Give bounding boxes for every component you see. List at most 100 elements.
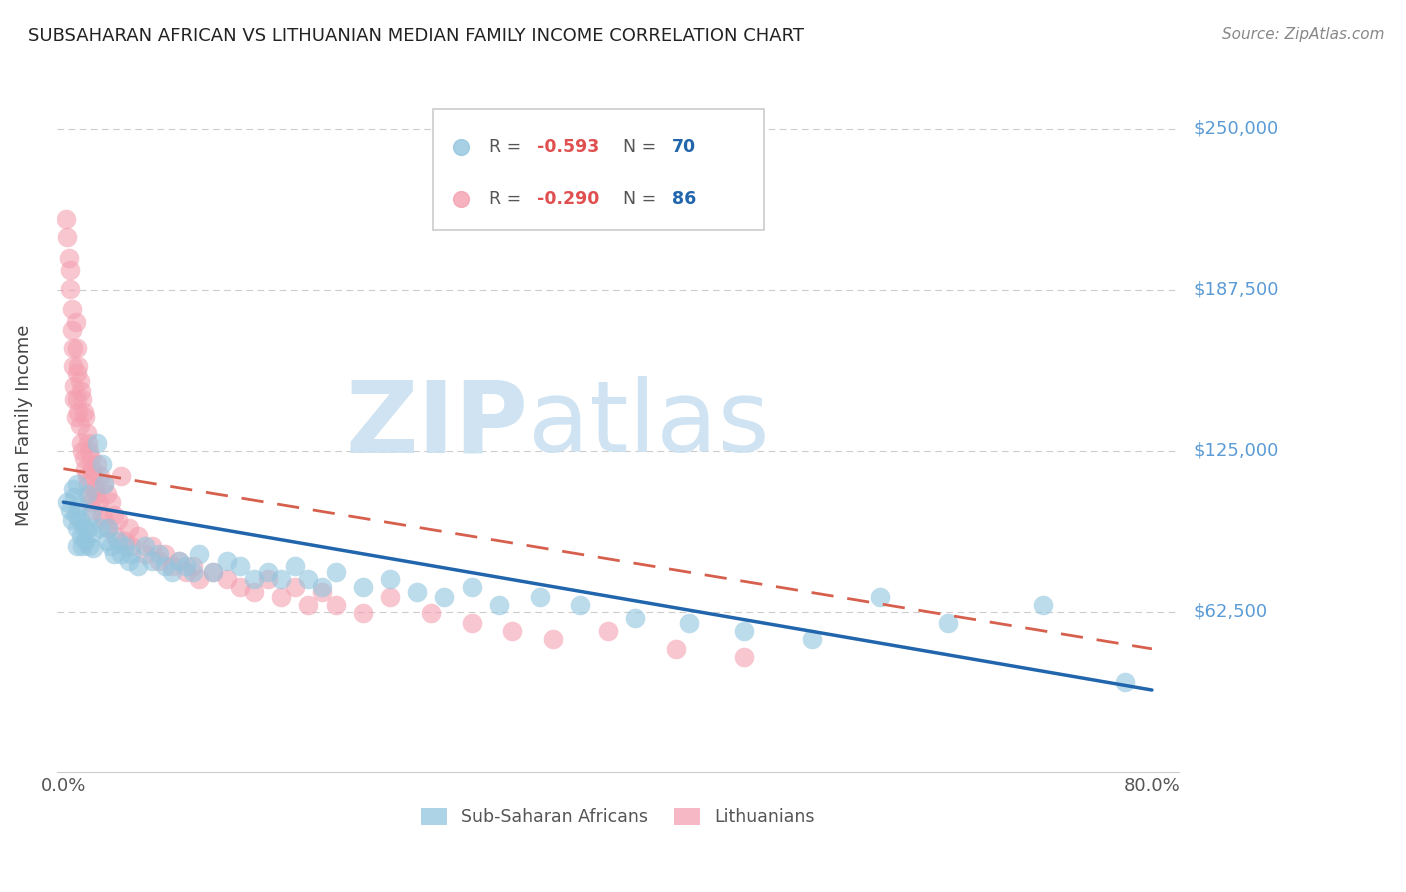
Point bbox=[202, 565, 225, 579]
Point bbox=[141, 539, 163, 553]
Point bbox=[378, 591, 401, 605]
Point bbox=[229, 559, 252, 574]
Point bbox=[70, 436, 93, 450]
Point bbox=[76, 487, 98, 501]
Point bbox=[118, 521, 141, 535]
Point bbox=[134, 547, 156, 561]
Point bbox=[229, 580, 252, 594]
Legend: Sub-Saharan Africans, Lithuanians: Sub-Saharan Africans, Lithuanians bbox=[415, 801, 821, 833]
Point bbox=[114, 539, 136, 553]
Point bbox=[96, 487, 118, 501]
Point bbox=[162, 559, 184, 574]
Point bbox=[181, 559, 204, 574]
Point bbox=[352, 580, 374, 594]
Point bbox=[110, 547, 132, 561]
Point bbox=[55, 212, 77, 227]
Point bbox=[936, 616, 959, 631]
Point bbox=[89, 521, 111, 535]
Point bbox=[733, 649, 755, 664]
Point bbox=[243, 585, 266, 599]
Point bbox=[66, 477, 89, 491]
FancyBboxPatch shape bbox=[433, 109, 763, 230]
Point bbox=[73, 521, 96, 535]
Point bbox=[65, 410, 87, 425]
Point bbox=[352, 606, 374, 620]
Point bbox=[134, 539, 156, 553]
Point bbox=[1114, 675, 1136, 690]
Point bbox=[284, 580, 307, 594]
Point bbox=[76, 469, 98, 483]
Point bbox=[79, 495, 101, 509]
Point bbox=[104, 528, 127, 542]
Point bbox=[107, 513, 129, 527]
Point bbox=[77, 539, 100, 553]
Point bbox=[56, 495, 79, 509]
Point bbox=[62, 359, 84, 373]
Point bbox=[67, 359, 90, 373]
Point bbox=[65, 508, 87, 522]
Point bbox=[79, 451, 101, 466]
Point bbox=[284, 559, 307, 574]
Point bbox=[501, 624, 523, 638]
Point bbox=[79, 508, 101, 522]
Point bbox=[90, 457, 112, 471]
Point bbox=[96, 533, 118, 548]
Point bbox=[82, 469, 104, 483]
Text: -0.593: -0.593 bbox=[537, 138, 599, 156]
Point bbox=[82, 541, 104, 556]
Point bbox=[58, 251, 80, 265]
Text: $187,500: $187,500 bbox=[1194, 281, 1278, 299]
Point bbox=[67, 500, 90, 515]
Point bbox=[155, 559, 177, 574]
Point bbox=[541, 632, 564, 646]
Point bbox=[215, 572, 238, 586]
Point bbox=[100, 495, 122, 509]
Point bbox=[59, 263, 82, 277]
Point bbox=[103, 547, 125, 561]
Point bbox=[63, 392, 86, 407]
Point bbox=[93, 513, 115, 527]
Point bbox=[62, 483, 84, 497]
Point bbox=[188, 547, 211, 561]
Point bbox=[107, 533, 129, 548]
Point bbox=[83, 483, 105, 497]
Point bbox=[67, 405, 90, 419]
Point bbox=[678, 616, 700, 631]
Text: SUBSAHARAN AFRICAN VS LITHUANIAN MEDIAN FAMILY INCOME CORRELATION CHART: SUBSAHARAN AFRICAN VS LITHUANIAN MEDIAN … bbox=[28, 27, 804, 45]
Point bbox=[256, 565, 278, 579]
Point bbox=[73, 451, 96, 466]
Point bbox=[596, 624, 619, 638]
Point bbox=[120, 547, 142, 561]
Point bbox=[406, 585, 429, 599]
Point bbox=[103, 508, 125, 522]
Point bbox=[77, 521, 100, 535]
Point bbox=[167, 554, 190, 568]
Text: R =: R = bbox=[489, 190, 526, 208]
Point bbox=[77, 436, 100, 450]
Point bbox=[311, 580, 333, 594]
Point bbox=[624, 611, 647, 625]
Point bbox=[59, 503, 82, 517]
Point bbox=[869, 591, 891, 605]
Point bbox=[89, 469, 111, 483]
Point bbox=[97, 521, 120, 535]
Point bbox=[72, 443, 94, 458]
Point bbox=[148, 547, 170, 561]
Point bbox=[243, 572, 266, 586]
Point bbox=[110, 469, 132, 483]
Point bbox=[181, 565, 204, 579]
Point bbox=[86, 457, 108, 471]
Point bbox=[155, 547, 177, 561]
Point bbox=[174, 559, 197, 574]
Text: N =: N = bbox=[623, 138, 662, 156]
Text: Source: ZipAtlas.com: Source: ZipAtlas.com bbox=[1222, 27, 1385, 42]
Point bbox=[215, 554, 238, 568]
Text: -0.290: -0.290 bbox=[537, 190, 599, 208]
Point bbox=[460, 580, 482, 594]
Point bbox=[75, 533, 97, 548]
Point bbox=[77, 487, 100, 501]
Point bbox=[529, 591, 551, 605]
Point bbox=[118, 554, 141, 568]
Point bbox=[460, 616, 482, 631]
Point bbox=[665, 641, 688, 656]
